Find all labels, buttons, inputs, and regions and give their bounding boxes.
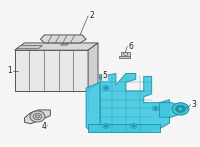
Circle shape <box>178 107 183 111</box>
Polygon shape <box>61 43 69 45</box>
Circle shape <box>124 53 128 56</box>
Circle shape <box>152 106 159 111</box>
Text: 4: 4 <box>42 122 47 131</box>
Polygon shape <box>29 46 37 48</box>
Circle shape <box>154 107 157 110</box>
Polygon shape <box>88 43 98 91</box>
Polygon shape <box>17 46 42 49</box>
Polygon shape <box>25 110 50 124</box>
FancyBboxPatch shape <box>119 56 130 58</box>
FancyBboxPatch shape <box>99 74 107 78</box>
Circle shape <box>104 87 108 89</box>
Circle shape <box>101 78 104 80</box>
Polygon shape <box>88 125 160 132</box>
Text: 6: 6 <box>128 42 133 51</box>
Circle shape <box>35 115 39 118</box>
FancyBboxPatch shape <box>121 52 130 57</box>
Text: 3: 3 <box>192 100 197 109</box>
Circle shape <box>33 113 42 120</box>
Text: 5: 5 <box>103 71 107 80</box>
Circle shape <box>131 124 137 128</box>
Circle shape <box>30 111 45 122</box>
Polygon shape <box>100 74 170 132</box>
FancyBboxPatch shape <box>15 50 88 91</box>
Polygon shape <box>160 103 183 117</box>
Polygon shape <box>86 82 100 132</box>
Circle shape <box>172 103 189 115</box>
Circle shape <box>132 125 135 127</box>
Circle shape <box>103 124 109 128</box>
Circle shape <box>100 77 106 81</box>
Polygon shape <box>40 35 86 43</box>
Circle shape <box>104 125 108 127</box>
Circle shape <box>103 86 109 90</box>
Polygon shape <box>15 43 98 50</box>
Text: 1: 1 <box>7 66 12 75</box>
Text: 2: 2 <box>90 11 94 20</box>
Circle shape <box>175 105 185 112</box>
